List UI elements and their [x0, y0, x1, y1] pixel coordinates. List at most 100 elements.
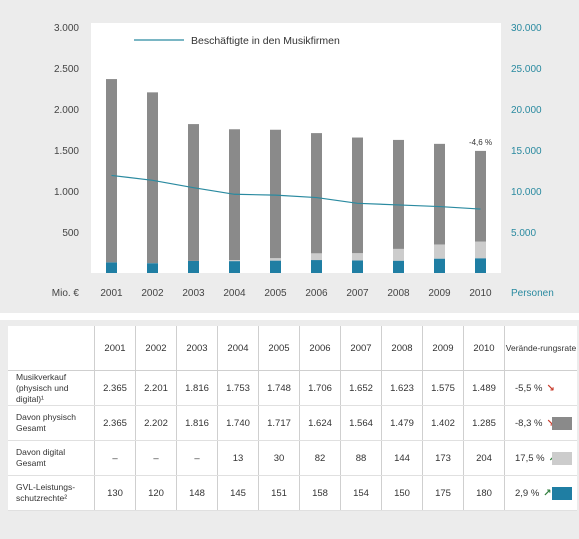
- table-body: Musikverkauf (physisch und digital)¹ 2.36…: [8, 370, 577, 511]
- table-cell: 1.816: [176, 405, 218, 441]
- bar-2005-segment-1: [270, 258, 281, 261]
- table-cell: –: [94, 440, 136, 476]
- bar-2010-segment-1: [475, 241, 486, 259]
- y-axis-right-label: Personen: [511, 288, 554, 299]
- table-cell: 1.564: [340, 405, 382, 441]
- bar-2003-segment-2: [188, 124, 199, 261]
- table-cell: 13: [217, 440, 259, 476]
- bar-2004-segment-0: [229, 261, 240, 273]
- bar-2005-segment-0: [270, 260, 281, 273]
- table-cell: 1.748: [258, 370, 300, 406]
- y-tick-label-right: 15.000: [511, 146, 542, 157]
- bar-2003-segment-0: [188, 260, 199, 273]
- bar-2008-segment-2: [393, 139, 404, 249]
- bar-2009-segment-1: [434, 244, 445, 259]
- line-series: [111, 174, 481, 210]
- data-table: 2001 2002 2003 2004 2005 2006 2007 2008 …: [8, 326, 577, 511]
- bar-2007-segment-2: [352, 137, 363, 254]
- y-ticks-right: 5.000 10.000 15.000 20.000 25.000 30.000: [511, 23, 542, 239]
- row-label: Davon physisch Gesamt: [8, 405, 95, 441]
- table-cell: 1.623: [381, 370, 423, 406]
- x-tick-label: 2009: [428, 288, 451, 299]
- bar-2006-segment-2: [311, 133, 322, 254]
- table-cell: 1.652: [340, 370, 382, 406]
- year-header: 2003: [176, 326, 218, 371]
- trend-down-icon: ↘: [546, 382, 555, 394]
- table-cell: 204: [463, 440, 505, 476]
- table-cell: 2.365: [94, 405, 136, 441]
- row-label: Davon digital Gesamt: [8, 440, 95, 476]
- x-tick-label: 2007: [346, 288, 369, 299]
- bar-2006-segment-0: [311, 260, 322, 273]
- y-tick-label-left: 2.500: [54, 64, 79, 75]
- table-row: GVL-Leistungs-schutzrechte² 130 120 148 145 1…: [8, 475, 577, 511]
- y-tick-label-left: 3.000: [54, 23, 79, 34]
- year-header: 2009: [422, 326, 464, 371]
- table-cell: 130: [94, 475, 136, 511]
- table-cell: –: [135, 440, 177, 476]
- x-tick-label: 2003: [182, 288, 205, 299]
- bar-2010-segment-0: [475, 258, 486, 273]
- table-cell: –: [176, 440, 218, 476]
- y-tick-label-left: 1.000: [54, 187, 79, 198]
- x-tick-label: 2006: [305, 288, 328, 299]
- table-row: Davon physisch Gesamt 2.365 2.202 1.816 1.74…: [8, 405, 577, 441]
- table-cell: 173: [422, 440, 464, 476]
- bar-2009-segment-2: [434, 143, 445, 245]
- y-ticks-left: 500 1.000 1.500 2.000 2.500 3.000: [54, 23, 79, 239]
- bar-2007-segment-0: [352, 260, 363, 273]
- table-cell: 1.489: [463, 370, 505, 406]
- year-header: 2005: [258, 326, 300, 371]
- table-cell: 180: [463, 475, 505, 511]
- table-cell: 1.575: [422, 370, 464, 406]
- table-cell: 1.816: [176, 370, 218, 406]
- y-tick-label-right: 25.000: [511, 64, 542, 75]
- legend-swatch: [552, 416, 572, 430]
- bar-line-chart: 500 1.000 1.500 2.000 2.500 3.000 5.000 10.000…: [52, 23, 554, 299]
- y-tick-label-right: 20.000: [511, 105, 542, 116]
- table-cell: 1.717: [258, 405, 300, 441]
- y-tick-label-right: 5.000: [511, 228, 536, 239]
- bar-2001-segment-2: [106, 79, 117, 263]
- bar-2007-segment-1: [352, 253, 363, 261]
- bar-2004-segment-1: [229, 260, 240, 262]
- trend-up-icon: ↗: [543, 487, 552, 499]
- line-group: [111, 174, 481, 210]
- table-cell: 1.402: [422, 405, 464, 441]
- x-tick-label: 2001: [100, 288, 123, 299]
- table-cell: 154: [340, 475, 382, 511]
- year-header: 2001: [94, 326, 136, 371]
- bar-2009-segment-0: [434, 258, 445, 273]
- y-tick-label-right: 10.000: [511, 187, 542, 198]
- bar-2005-segment-2: [270, 129, 281, 259]
- table-cell: 1.740: [217, 405, 259, 441]
- year-header: 2008: [381, 326, 423, 371]
- rate-value: -8,3 %: [515, 417, 543, 429]
- x-axis-label: Mio. €: [52, 288, 80, 299]
- table-panel: 2001 2002 2003 2004 2005 2006 2007 2008 …: [0, 320, 579, 539]
- y-tick-label-right: 30.000: [511, 23, 542, 34]
- table-cell: 1.624: [299, 405, 341, 441]
- bar-2008-segment-0: [393, 260, 404, 273]
- legend-label: Beschäftigte in den Musikfirmen: [191, 35, 340, 47]
- row-label: GVL-Leistungs-schutzrechte²: [8, 475, 95, 511]
- year-header: 2007: [340, 326, 382, 371]
- legend-swatch: [552, 451, 572, 465]
- y-tick-label-left: 2.000: [54, 105, 79, 116]
- plot-area: [91, 23, 501, 273]
- table-cell: 148: [176, 475, 218, 511]
- table-cell: 144: [381, 440, 423, 476]
- table-cell: 151: [258, 475, 300, 511]
- x-tick-label: 2005: [264, 288, 287, 299]
- rate-value: -5,5 %: [515, 382, 543, 394]
- bar-2002-segment-2: [147, 92, 158, 264]
- table-cell: 2.202: [135, 405, 177, 441]
- table-cell: 82: [299, 440, 341, 476]
- table-cell: 2.201: [135, 370, 177, 406]
- table-cell: 30: [258, 440, 300, 476]
- rate-cell: -8,3 % ↘: [504, 405, 577, 441]
- table-cell: 1.285: [463, 405, 505, 441]
- x-tick-label: 2002: [141, 288, 164, 299]
- table-cell: 120: [135, 475, 177, 511]
- table-cell: 145: [217, 475, 259, 511]
